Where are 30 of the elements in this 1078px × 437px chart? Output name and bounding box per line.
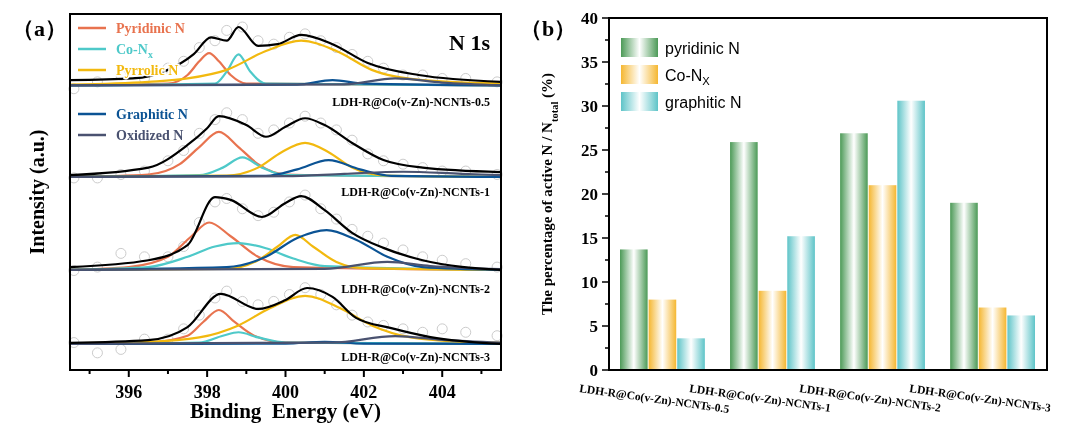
x-tick-label: 400: [272, 382, 299, 402]
y-tick-label: 0: [589, 360, 598, 380]
legend-label: Pyridinic N: [116, 20, 185, 36]
chart-title: （a）: [12, 16, 67, 41]
annotation: N 1s: [449, 30, 491, 55]
x-axis-title: Binding Energy (eV): [190, 399, 381, 423]
chart-title: （b）: [520, 16, 577, 41]
annotation: LDH-R@Co(v-Zn)-NCNTs-3: [341, 350, 490, 364]
y-tick-label: 15: [581, 228, 598, 248]
y-tick-label: 5: [589, 316, 598, 336]
legend-label: pyridinic N: [665, 39, 740, 57]
x-tick-label: 396: [115, 382, 143, 402]
x-tick-label: 402: [350, 382, 378, 402]
legend-label: Graphitic N: [116, 106, 188, 122]
legend-label: graphitic N: [665, 93, 742, 111]
y-axis-title: Intensity (a.u.): [26, 129, 49, 255]
y-tick-label: 30: [581, 96, 598, 116]
legend-label: Co-N$_{X}$: [665, 66, 711, 87]
annotation: LDH-R@Co(v-Zn)-NCNTs-2: [341, 282, 490, 296]
legend-label: Co-N$_{x}$: [116, 41, 153, 60]
x-tick-label: 398: [193, 382, 221, 402]
annotation: LDH-R@Co(v-Zn)-NCNTs-0.5: [332, 95, 490, 109]
y-tick-label: 40: [581, 8, 598, 28]
y-tick-label: 20: [581, 184, 598, 204]
legend-label: Oxidized N: [116, 127, 184, 143]
y-tick-label: 10: [581, 272, 598, 292]
y-tick-label: 35: [581, 52, 598, 72]
x-tick-label: 404: [428, 382, 456, 402]
y-tick-label: 25: [581, 140, 598, 160]
annotation: LDH-R@Co(v-Zn)-NCNTs-1: [341, 185, 490, 199]
